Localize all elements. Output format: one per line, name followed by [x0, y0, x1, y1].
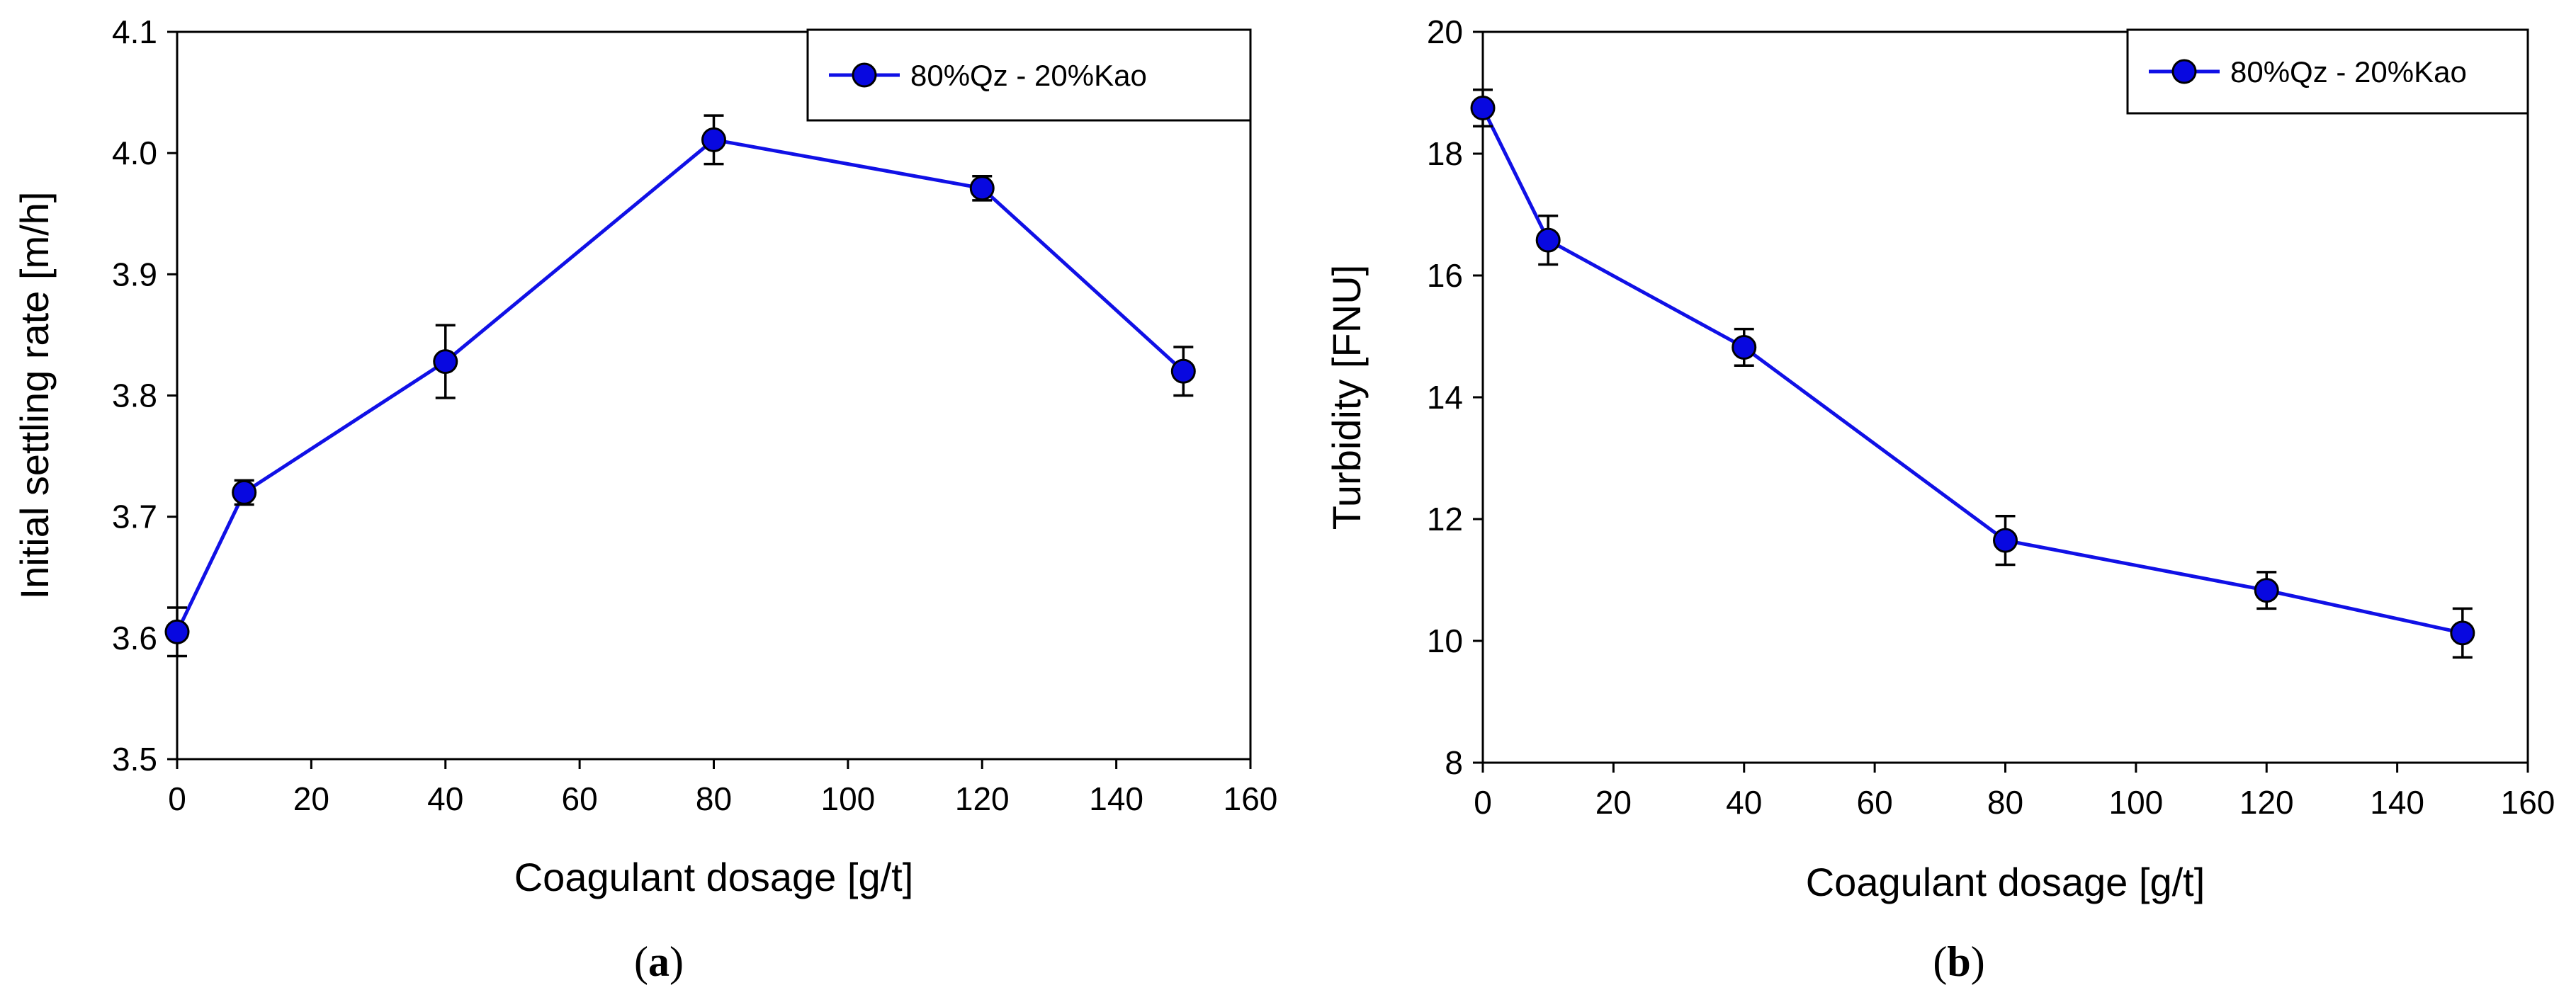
x-tick-label: 40 — [1726, 784, 1762, 821]
x-tick-label: 80 — [696, 780, 732, 817]
chart-panel-a: 0 20 40 60 80 100 120 140 160 3.5 3.6 3.7 3.8 3.9 4.0 4… — [12, 13, 1277, 985]
y-tick-label: 12 — [1427, 501, 1463, 537]
y-tick-label: 18 — [1427, 135, 1463, 172]
x-tick-label: 60 — [1857, 784, 1893, 821]
data-point — [1993, 528, 2018, 553]
x-tick-label: 140 — [1089, 780, 1143, 817]
panel-label: (b) — [1933, 938, 1984, 985]
x-tick-label: 120 — [955, 780, 1010, 817]
x-tick-label: 160 — [2501, 784, 2555, 821]
data-point — [1732, 334, 1757, 360]
y-tick-label: 16 — [1427, 257, 1463, 294]
y-tick-label: 14 — [1427, 379, 1463, 416]
data-point — [2450, 620, 2475, 646]
data-point — [969, 176, 995, 201]
y-tick-label: 8 — [1445, 744, 1463, 781]
series-line — [1481, 107, 2463, 635]
data-point — [1535, 227, 1561, 253]
panel-label-paren: ) — [670, 938, 684, 985]
data-point — [701, 127, 726, 152]
y-tick-label: 10 — [1427, 622, 1463, 659]
x-tick-label: 60 — [562, 780, 598, 817]
legend-marker — [852, 62, 877, 88]
x-tick-label: 0 — [168, 780, 186, 817]
x-tick-label: 0 — [1474, 784, 1492, 821]
x-tick-label: 80 — [1987, 784, 2023, 821]
panel-label-letter: a — [648, 938, 670, 985]
x-tick-label: 160 — [1224, 780, 1278, 817]
panel-label-letter: b — [1947, 938, 1970, 985]
y-tick-label: 3.9 — [112, 256, 157, 292]
legend-label: 80%Qz - 20%Kao — [2230, 55, 2467, 89]
y-tick-label: 4.1 — [112, 13, 157, 50]
data-point — [164, 619, 190, 644]
x-tick-label: 140 — [2370, 784, 2424, 821]
plot-frame — [1481, 30, 2529, 764]
x-axis-title: Coagulant dosage [g/t] — [514, 855, 914, 899]
legend-label: 80%Qz - 20%Kao — [910, 59, 1147, 92]
y-tick-label: 20 — [1427, 13, 1463, 50]
y-tick-label: 3.6 — [112, 620, 157, 656]
y-tick-label: 3.7 — [112, 499, 157, 535]
data-point — [433, 349, 458, 375]
y-tick-label: 4.0 — [112, 135, 157, 171]
x-tick-label: 20 — [293, 780, 329, 817]
legend-marker — [2171, 59, 2197, 84]
panel-label-paren: ( — [634, 938, 648, 985]
x-tick-label: 120 — [2239, 784, 2294, 821]
x-tick-label: 100 — [821, 780, 876, 817]
x-tick-label: 100 — [2109, 784, 2164, 821]
series-line — [175, 137, 1185, 633]
y-tick-label: 3.5 — [112, 741, 157, 778]
x-tick-label: 20 — [1595, 784, 1632, 821]
panel-label-paren: ) — [1971, 938, 1985, 985]
data-point — [2254, 578, 2279, 603]
legend-box — [806, 28, 1252, 122]
y-tick-label: 3.8 — [112, 377, 157, 414]
data-point — [1470, 96, 1496, 120]
data-point — [1170, 358, 1196, 384]
x-axis-title: Coagulant dosage [g/t] — [1806, 860, 2205, 904]
data-point — [232, 479, 257, 505]
panel-label-paren: ( — [1933, 938, 1947, 985]
y-axis-title: Initial settling rate [m/h] — [12, 192, 57, 600]
x-tick-label: 40 — [427, 780, 463, 817]
panel-label: (a) — [634, 938, 684, 985]
chart-panel-b: 0 20 40 60 80 100 120 140 160 8 10 12 14 16 18 20 Coagul… — [1324, 13, 2555, 985]
y-axis-title: Turbidity [FNU] — [1324, 265, 1369, 530]
